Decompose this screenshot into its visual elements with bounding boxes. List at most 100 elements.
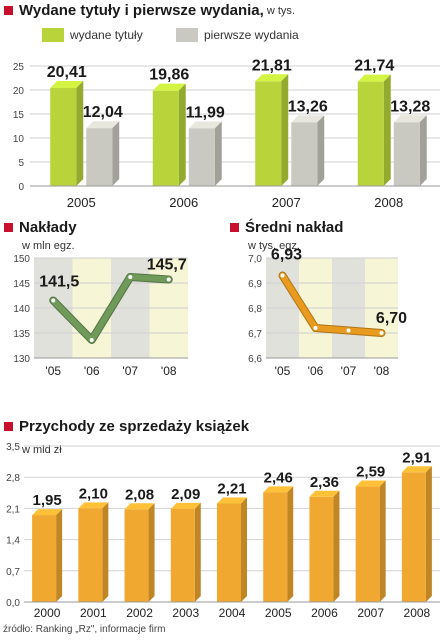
- legend-item-pierwsze: pierwsze wydania: [176, 28, 299, 42]
- bar-przychody: [78, 508, 103, 602]
- bar-przychody-side: [379, 480, 386, 602]
- bar-wydane: [50, 88, 77, 186]
- x-tick-label: '08: [161, 364, 177, 378]
- data-point: [280, 273, 285, 278]
- bar-wydane-top: [255, 74, 289, 82]
- bar-pierwsze-side: [214, 121, 222, 186]
- data-label: 6,70: [376, 310, 407, 327]
- bar-przychody: [124, 509, 149, 602]
- bar-przychody: [309, 496, 334, 602]
- x-tick-label: '07: [122, 364, 138, 378]
- legend-label: pierwsze wydania: [204, 28, 299, 42]
- data-label: 2,91: [402, 449, 431, 466]
- data-label: 1,95: [33, 492, 62, 509]
- data-label: 13,28: [390, 98, 430, 115]
- x-tick-label: 2001: [80, 606, 107, 620]
- bar-przychody: [355, 486, 380, 602]
- data-point: [166, 277, 171, 282]
- bar-wydane-top: [152, 83, 186, 91]
- bar-przychody-side: [148, 503, 155, 602]
- x-tick-label: 2006: [169, 195, 198, 210]
- title-marker-icon: [230, 223, 239, 232]
- bar-wydane-top: [50, 81, 84, 89]
- bar-pierwsze-top: [393, 115, 427, 123]
- data-label: 2,46: [264, 469, 293, 486]
- chart4-title: Przychody ze sprzedaży książek: [4, 418, 249, 435]
- y-tick-label: 15: [13, 110, 25, 121]
- data-label: 2,09: [171, 486, 200, 503]
- y-tick-label: 2,8: [6, 473, 20, 484]
- bar-przychody-side: [333, 490, 340, 602]
- bar-przychody: [32, 515, 57, 602]
- y-tick-label: 0,7: [6, 567, 20, 578]
- x-tick-label: 2008: [374, 195, 403, 210]
- bar-przychody-top: [217, 497, 247, 504]
- chart2-title-text: Nakłady: [19, 219, 77, 236]
- x-tick-label: 2002: [126, 606, 153, 620]
- chart3-title: Średni nakład: [230, 219, 343, 236]
- bar-przychody-side: [194, 502, 201, 602]
- bar-przychody-top: [78, 502, 109, 509]
- bar-pierwsze: [86, 128, 113, 186]
- data-label: 6,93: [271, 247, 302, 264]
- bar-wydane-side: [383, 74, 391, 186]
- bar-przychody-side: [241, 497, 247, 602]
- bar-wydane: [152, 90, 179, 186]
- y-tick-label: 7,0: [248, 254, 262, 265]
- y-tick-label: 20: [13, 86, 25, 97]
- x-tick-label: 2008: [404, 606, 431, 620]
- data-label: 2,08: [125, 486, 154, 503]
- bar-pierwsze-side: [317, 115, 325, 186]
- data-label: 2,10: [79, 485, 108, 502]
- data-label: 11,99: [186, 104, 225, 121]
- bar-pierwsze-top: [188, 121, 222, 129]
- chart4-title-text: Przychody ze sprzedaży książek: [19, 418, 250, 435]
- bar-pierwsze-side: [112, 121, 120, 186]
- title-marker-icon: [4, 422, 13, 431]
- data-label: 21,81: [252, 57, 292, 74]
- chart2-title: Nakłady: [4, 219, 77, 236]
- series-line: [50, 274, 172, 343]
- x-tick-label: 2000: [34, 606, 61, 620]
- chart1-unit: w tys.: [266, 4, 295, 17]
- bar-przychody: [217, 503, 241, 602]
- chart2-unit: w mln egz.: [22, 240, 75, 252]
- data-point: [379, 331, 384, 335]
- bar-pierwsze-top: [291, 115, 325, 123]
- bar-przychody-top: [263, 486, 294, 493]
- bar-przychody: [263, 492, 288, 602]
- data-point: [128, 275, 133, 279]
- series-line: [279, 272, 385, 336]
- data-label: 2,59: [356, 464, 385, 481]
- chart1-title-text: Wydane tytuły i pierwsze wydania,: [19, 2, 264, 19]
- bar-przychody: [401, 472, 426, 602]
- y-tick-label: 6,6: [248, 354, 262, 365]
- chart3-title-text: Średni nakład: [245, 219, 344, 236]
- y-tick-label: 150: [13, 254, 30, 265]
- bar-przychody-top: [401, 466, 432, 473]
- bar-pierwsze: [291, 122, 318, 186]
- legend-swatch-icon: [176, 28, 198, 42]
- y-tick-label: 0,0: [6, 598, 20, 609]
- x-tick-label: 2007: [357, 606, 384, 620]
- chart4-unit: w mld zł: [22, 444, 62, 456]
- legend-item-wydane: wydane tytuły: [42, 28, 143, 42]
- y-tick-label: 6,8: [248, 304, 262, 315]
- data-label: 141,5: [39, 274, 79, 291]
- data-label: 20,41: [47, 64, 87, 81]
- legend-label: wydane tytuły: [70, 28, 143, 42]
- bar-pierwsze-top: [86, 121, 120, 129]
- x-tick-label: '05: [45, 364, 61, 378]
- y-tick-label: 1,4: [6, 536, 20, 547]
- bar-wydane-top: [357, 74, 391, 82]
- data-label: 145,7: [147, 257, 187, 274]
- bar-przychody-side: [102, 502, 109, 602]
- bar-przychody-side: [287, 486, 294, 602]
- y-tick-label: 0: [18, 182, 24, 193]
- bar-wydane-side: [76, 81, 84, 186]
- bar-przychody-top: [355, 480, 386, 487]
- y-tick-label: 3,5: [6, 442, 20, 453]
- bar-pierwsze: [188, 128, 215, 186]
- x-tick-label: 2006: [311, 606, 338, 620]
